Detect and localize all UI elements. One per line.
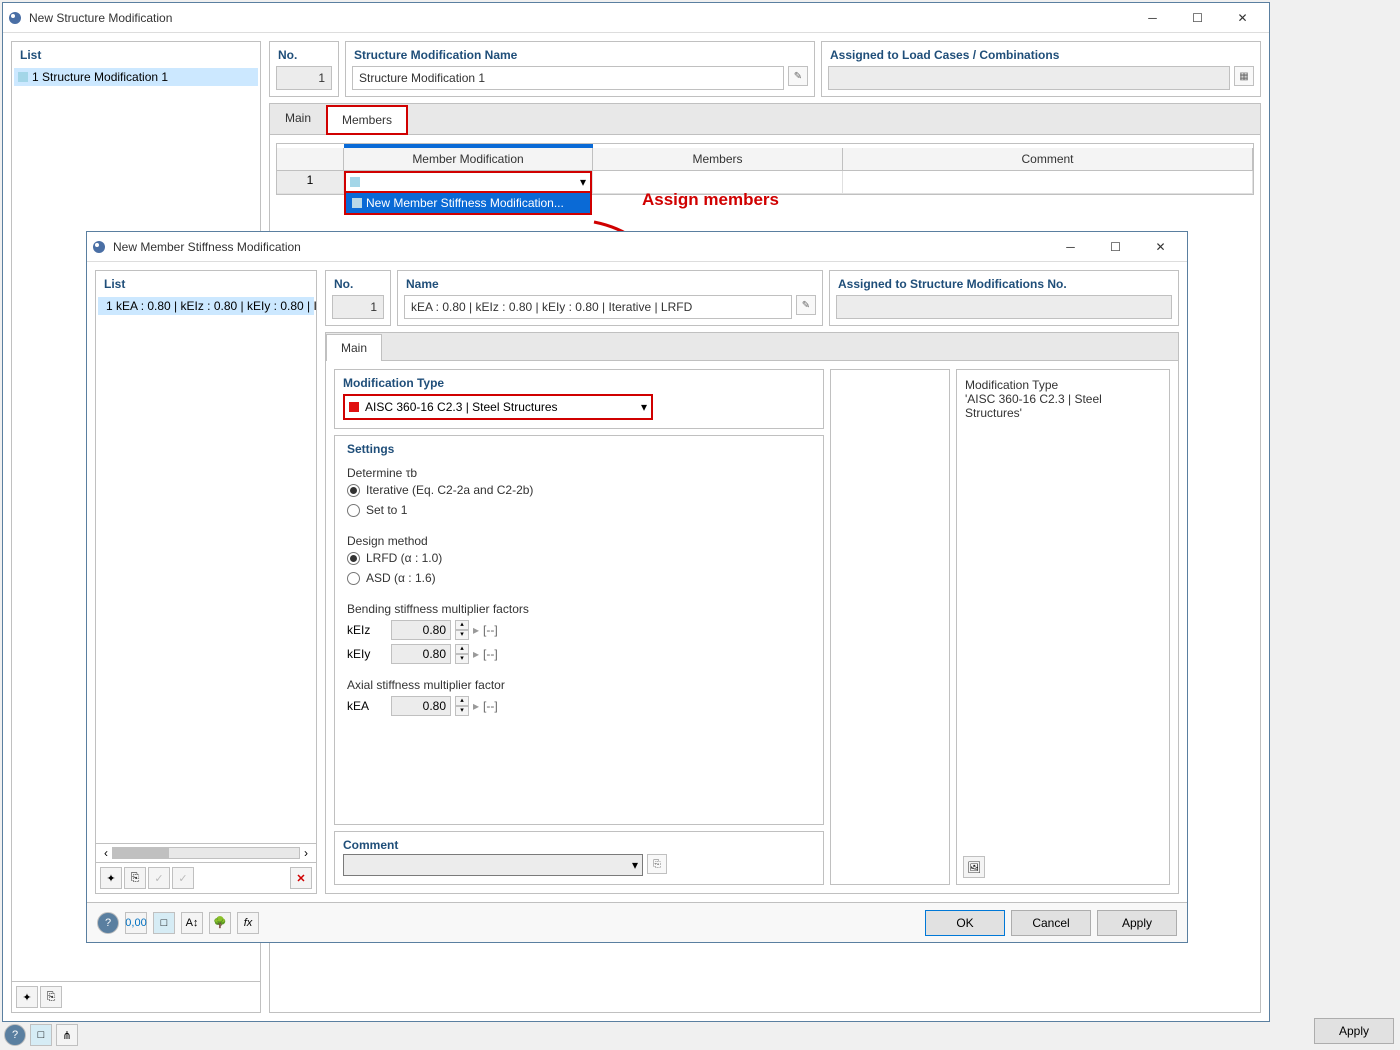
tabstrip-2: Main	[326, 333, 1178, 361]
comment-label: Comment	[335, 832, 823, 854]
spin-up-icon[interactable]: ▴	[455, 620, 469, 630]
bg-tool1-icon[interactable]: □	[30, 1024, 52, 1046]
chevron-down-icon-2: ▾	[641, 400, 647, 414]
copy-icon-2[interactable]: ⎘	[124, 867, 146, 889]
radio-iterative[interactable]: Iterative (Eq. C2-2a and C2-2b)	[347, 480, 811, 500]
no-label-1: No.	[270, 42, 338, 66]
app-icon-2	[91, 239, 107, 255]
tool-tree-icon[interactable]: 🌳	[209, 912, 231, 934]
tab-main-2[interactable]: Main	[326, 334, 382, 361]
tool-sq-icon[interactable]: □	[153, 912, 175, 934]
copy-icon[interactable]: ⎘	[40, 986, 62, 1008]
close-button-2[interactable]: ✕	[1138, 233, 1183, 261]
assigned-label-1: Assigned to Load Cases / Combinations	[822, 42, 1260, 66]
minimize-button-2[interactable]: ─	[1048, 233, 1093, 261]
no-label-2: No.	[326, 271, 390, 295]
maximize-button[interactable]: ☐	[1175, 4, 1220, 32]
comment-combo[interactable]: ▾	[343, 854, 643, 876]
list-item-stiffness-mod[interactable]: 1 kEA : 0.80 | kEIz : 0.80 | kEIy : 0.80…	[98, 297, 314, 315]
dropdown-option-new-stiffness[interactable]: New Member Stiffness Modification...	[344, 193, 592, 215]
tab-members-1[interactable]: Members	[326, 105, 408, 135]
name-label-2: Name	[398, 271, 822, 295]
keiz-row: kEIz ▴▾ ▸ [--]	[347, 620, 811, 640]
edit-name-icon[interactable]: ✎	[788, 66, 808, 86]
delete-icon[interactable]: ✕	[290, 867, 312, 889]
minimize-button[interactable]: ─	[1130, 4, 1175, 32]
spin-down-icon[interactable]: ▾	[455, 630, 469, 640]
settings-label: Settings	[347, 436, 811, 460]
name-field-2[interactable]: kEA : 0.80 | kEIz : 0.80 | kEIy : 0.80 |…	[404, 295, 792, 319]
tab-main-1[interactable]: Main	[270, 104, 326, 134]
new-icon-2[interactable]: ✦	[100, 867, 122, 889]
name-label-1: Structure Modification Name	[346, 42, 814, 66]
maximize-button-2[interactable]: ☐	[1093, 233, 1138, 261]
design-method-label: Design method	[347, 534, 811, 548]
titlebar-1: New Structure Modification ─ ☐ ✕	[3, 3, 1269, 33]
assigned-field-1[interactable]	[828, 66, 1230, 90]
ok-button[interactable]: OK	[925, 910, 1005, 936]
keiz-slider-icon[interactable]: ▸	[473, 623, 479, 637]
cancel-button[interactable]: Cancel	[1011, 910, 1091, 936]
radio-lrfd[interactable]: LRFD (α : 1.0)	[347, 548, 811, 568]
comment-edit-icon[interactable]: ⎘	[647, 854, 667, 874]
scroll-left-icon[interactable]: ‹	[100, 846, 112, 860]
keiy-input[interactable]	[391, 644, 451, 664]
name-field-1[interactable]: Structure Modification 1	[352, 66, 784, 90]
info-modtype-value: 'AISC 360-16 C2.3 | Steel Structures'	[965, 392, 1161, 420]
list-pane-2: List 1 kEA : 0.80 | kEIz : 0.80 | kEIy :…	[95, 270, 317, 894]
info-modtype-title: Modification Type	[965, 378, 1161, 392]
radio-asd[interactable]: ASD (α : 1.6)	[347, 568, 811, 588]
modification-type-dropdown[interactable]: AISC 360-16 C2.3 | Steel Structures ▾	[343, 394, 653, 420]
keiy-row: kEIy ▴▾ ▸ [--]	[347, 644, 811, 664]
list-label-1: List	[12, 42, 260, 66]
bg-help-icon[interactable]: ?	[4, 1024, 26, 1046]
scroll-right-icon[interactable]: ›	[300, 846, 312, 860]
modtype-label: Modification Type	[335, 370, 823, 394]
members-table-header: Member Modification Members Comment	[277, 148, 1253, 171]
edit-name-icon-2[interactable]: ✎	[796, 295, 816, 315]
no-field-1[interactable]: 1	[276, 66, 332, 90]
check2-icon[interactable]: ✓	[172, 867, 194, 889]
check-icon[interactable]: ✓	[148, 867, 170, 889]
assigned-picker-icon[interactable]: ▦	[1234, 66, 1254, 86]
axial-label: Axial stiffness multiplier factor	[347, 678, 811, 692]
kea-input[interactable]	[391, 696, 451, 716]
annotation-assign-members: Assign members	[642, 190, 779, 210]
determine-taub-label: Determine τb	[347, 466, 811, 480]
bg-apply-button[interactable]: Apply	[1314, 1018, 1394, 1044]
tabstrip-1: Main Members	[270, 104, 1260, 135]
assigned-field-2[interactable]	[836, 295, 1172, 319]
bg-tool2-icon[interactable]: ⋔	[56, 1024, 78, 1046]
titlebar-2: New Member Stiffness Modification ─ ☐ ✕	[87, 232, 1187, 262]
chevron-down-icon: ▾	[580, 175, 586, 189]
member-modification-dropdown[interactable]: ▾	[344, 171, 592, 193]
info-image-icon[interactable]: 🖼	[963, 856, 985, 878]
window-title-1: New Structure Modification	[29, 11, 1130, 25]
kea-row: kEA ▴▾ ▸ [--]	[347, 696, 811, 716]
app-icon	[7, 10, 23, 26]
help-icon[interactable]: ?	[97, 912, 119, 934]
tool-fx-icon[interactable]: fx	[237, 912, 259, 934]
radio-setto1[interactable]: Set to 1	[347, 500, 811, 520]
window-title-2: New Member Stiffness Modification	[113, 240, 1048, 254]
list-item-structure-mod[interactable]: 1 Structure Modification 1	[14, 68, 258, 86]
tool-a-icon[interactable]: A↕	[181, 912, 203, 934]
units-icon[interactable]: 0,00	[125, 912, 147, 934]
bending-label: Bending stiffness multiplier factors	[347, 602, 811, 616]
apply-button[interactable]: Apply	[1097, 910, 1177, 936]
keiz-input[interactable]	[391, 620, 451, 640]
list-label-2: List	[96, 271, 316, 295]
close-button[interactable]: ✕	[1220, 4, 1265, 32]
no-field-2[interactable]: 1	[332, 295, 384, 319]
member-stiffness-window: New Member Stiffness Modification ─ ☐ ✕ …	[86, 231, 1188, 943]
assigned-label-2: Assigned to Structure Modifications No.	[830, 271, 1178, 295]
new-icon[interactable]: ✦	[16, 986, 38, 1008]
